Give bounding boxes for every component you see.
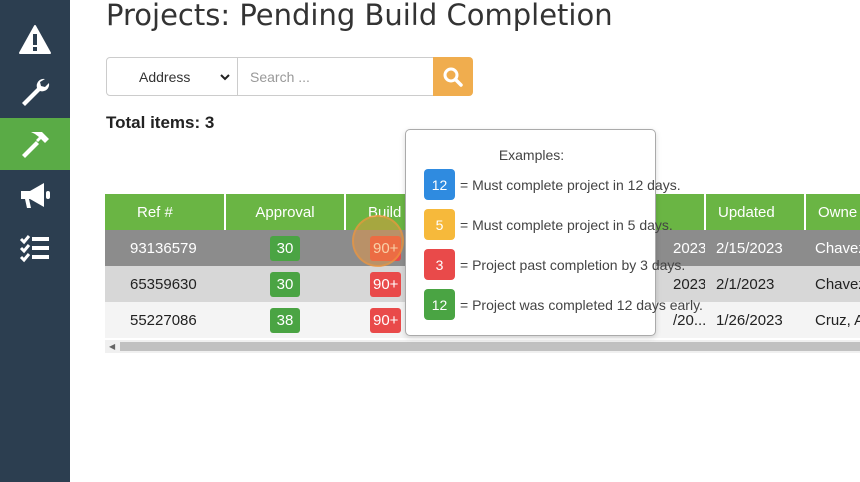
approval-badge: 30 xyxy=(270,235,300,261)
example-badge-blue: 12 xyxy=(424,169,455,200)
column-header-ref[interactable]: Ref # xyxy=(105,194,226,230)
column-header-owner[interactable]: Owne xyxy=(805,194,860,230)
chevron-down-icon xyxy=(220,74,230,81)
tooltip-item-text: = Must complete project in 12 days. xyxy=(460,176,681,193)
tooltip-item-text: = Project was completed 12 days early. xyxy=(460,296,703,313)
sidebar-item-tasks[interactable] xyxy=(0,222,70,274)
tooltip-item: 3 = Project past completion by 3 days. xyxy=(424,249,685,280)
search-placeholder: Search ... xyxy=(250,68,310,85)
horizontal-scrollbar[interactable]: ◀ xyxy=(105,340,860,353)
example-badge-red: 3 xyxy=(424,249,455,280)
cell-owner: Chavez xyxy=(805,230,860,266)
tooltip-item: 5 = Must complete project in 5 days. xyxy=(424,209,673,240)
click-indicator xyxy=(352,215,404,267)
page-title: Projects: Pending Build Completion xyxy=(106,0,613,32)
sidebar-item-build[interactable] xyxy=(0,118,70,170)
build-badge[interactable]: 90+ xyxy=(370,271,402,297)
filter-selected-value: Address xyxy=(139,68,191,85)
filter-field-select[interactable]: Address xyxy=(106,57,238,96)
warning-icon xyxy=(19,25,51,54)
cell-approval: 38 xyxy=(225,302,345,338)
cell-owner: Chavez xyxy=(805,266,860,302)
approval-badge: 30 xyxy=(270,271,300,297)
total-items-label: Total items: 3 xyxy=(106,113,215,132)
megaphone-icon xyxy=(21,183,50,208)
tooltip-title: Examples: xyxy=(498,147,565,163)
example-badge-yellow: 5 xyxy=(424,209,455,240)
hammer-icon xyxy=(22,132,49,158)
legend-tooltip: Examples: 12 = Must complete project in … xyxy=(405,129,703,336)
cell-ref: 55227086 xyxy=(105,302,225,338)
cell-approval: 30 xyxy=(225,230,345,266)
checklist-icon xyxy=(19,235,49,263)
tooltip-item: 12 = Project was completed 12 days early… xyxy=(424,289,703,320)
cell-ref: 93136579 xyxy=(105,230,225,266)
cell-ref: 65359630 xyxy=(105,266,225,302)
scroll-left-icon[interactable]: ◀ xyxy=(109,342,116,351)
sidebar-item-alerts[interactable] xyxy=(0,14,70,66)
tooltip-item-text: = Must complete project in 5 days. xyxy=(460,216,673,233)
sidebar xyxy=(0,0,70,482)
column-header-updated[interactable]: Updated xyxy=(705,194,806,230)
search-icon xyxy=(443,67,463,87)
tooltip-item: 12 = Must complete project in 12 days. xyxy=(424,169,681,200)
column-header-approval[interactable]: Approval xyxy=(225,194,346,230)
cell-updated: 2/15/2023 xyxy=(705,230,805,266)
cell-owner: Cruz, A xyxy=(805,302,860,338)
search-input[interactable]: Search ... xyxy=(238,57,434,96)
scrollbar-thumb[interactable] xyxy=(120,342,860,351)
cell-updated: 2/1/2023 xyxy=(705,266,805,302)
wrench-icon xyxy=(22,78,50,106)
cell-updated: 1/26/2023 xyxy=(705,302,805,338)
build-badge[interactable]: 90+ xyxy=(370,307,402,333)
example-badge-green: 12 xyxy=(424,289,455,320)
approval-badge: 38 xyxy=(270,307,300,333)
tooltip-item-text: = Project past completion by 3 days. xyxy=(460,256,686,273)
cell-approval: 30 xyxy=(225,266,345,302)
search-button[interactable] xyxy=(433,57,473,96)
sidebar-item-marketing[interactable] xyxy=(0,170,70,222)
sidebar-item-maintenance[interactable] xyxy=(0,66,70,118)
